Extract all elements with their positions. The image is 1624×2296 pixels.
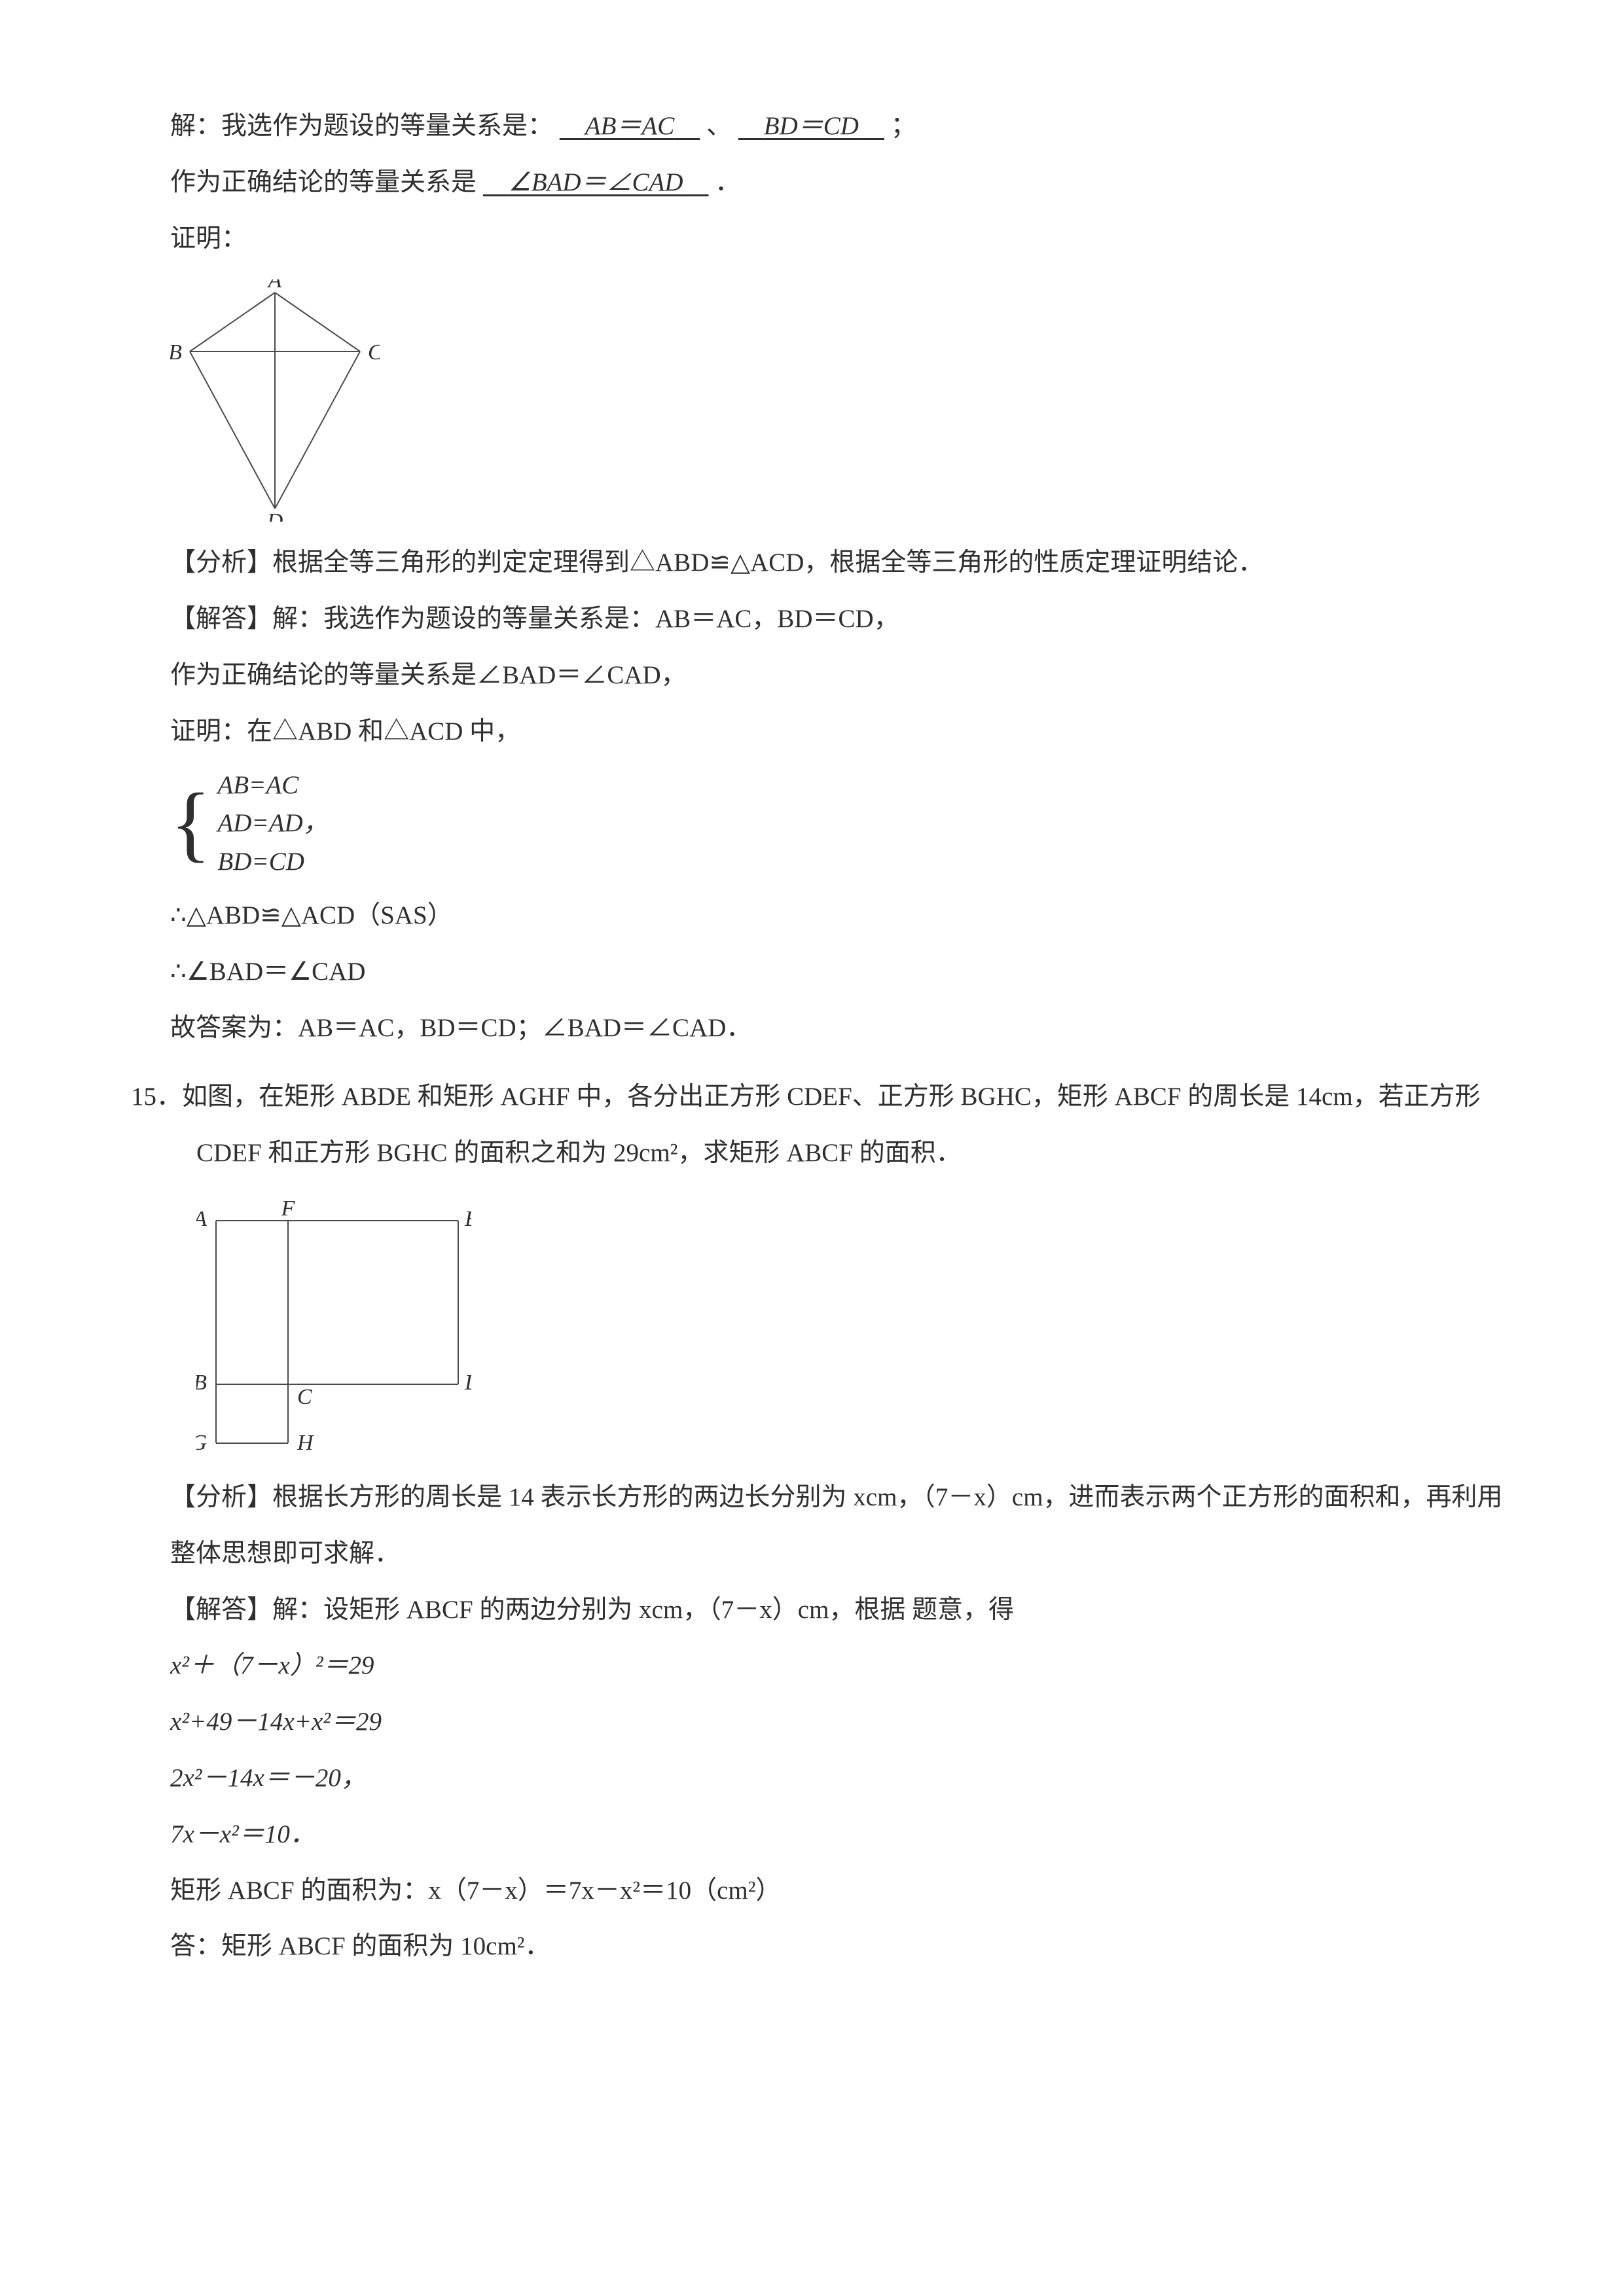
p14-solve2: 作为正确结论的等量关系是∠BAD＝∠CAD， xyxy=(131,647,1506,704)
p14-line2: 作为正确结论的等量关系是 ∠BAD＝∠CAD ． xyxy=(131,154,1506,211)
p14-solve3: 证明：在△ABD 和△ACD 中， xyxy=(131,704,1506,760)
p14-blank3: ∠BAD＝∠CAD xyxy=(483,168,709,196)
brace-r3: BD=CD xyxy=(217,843,328,882)
p14-line3: 证明： xyxy=(131,211,1506,267)
p15-stem1: 如图，在矩形 ABDE 和矩形 AGHF 中，各分出正方形 CDEF、正方形 B… xyxy=(182,1083,1481,1111)
p14-line1: 解：我选作为题设的等量关系是： AB＝AC 、 BD＝CD ； xyxy=(131,98,1506,154)
svg-text:C: C xyxy=(297,1385,312,1409)
p14-analysis: 【分析】根据全等三角形的判定定理得到△ABD≌△ACD，根据全等三角形的性质定理… xyxy=(131,535,1506,591)
p15-ans: 答：矩形 ABCF 的面积为 10cm²． xyxy=(131,1918,1506,1975)
p15-solve1: 【解答】解：设矩形 ABCF 的两边分别为 xcm，（7－x）cm，根据 题意，… xyxy=(131,1582,1506,1638)
svg-text:H: H xyxy=(297,1431,315,1455)
p15-analysis-label: 【分析】 xyxy=(170,1483,272,1511)
svg-text:G: G xyxy=(196,1431,207,1455)
svg-text:C: C xyxy=(368,340,380,365)
p15-stem: 15．如图，在矩形 ABDE 和矩形 AGHF 中，各分出正方形 CDEF、正方… xyxy=(131,1069,1506,1125)
brace-r2: AD=AD， xyxy=(217,804,328,843)
p15-eq4: 7x－x²＝10． xyxy=(131,1806,1506,1863)
rect-figure: A F E B C D G H xyxy=(196,1194,471,1456)
analysis-label: 【分析】 xyxy=(170,548,272,577)
p14-solve1: 【解答】解：我选作为题设的等量关系是：AB＝AC，BD＝CD， xyxy=(131,591,1506,647)
p14-pre2: 作为正确结论的等量关系是 xyxy=(170,168,477,196)
p15-eq1: x²＋（7－x）²＝29 xyxy=(131,1638,1506,1694)
p14-diagram: A B C D xyxy=(170,279,1506,522)
p15-num: 15． xyxy=(131,1083,182,1111)
p15-solve-text1: 解：设矩形 ABCF 的两边分别为 xcm，（7－x）cm，根据 题意，得 xyxy=(272,1596,1014,1624)
svg-text:A: A xyxy=(267,279,282,293)
p15-eq5: 矩形 ABCF 的面积为：x（7－x）＝7x－x²＝10（cm²） xyxy=(131,1863,1506,1919)
p15-analysis: 【分析】根据长方形的周长是 14 表示长方形的两边长分别为 xcm，（7－x）c… xyxy=(131,1469,1506,1582)
solve-label: 【解答】 xyxy=(170,605,272,633)
p14-sep1: 、 xyxy=(706,112,732,140)
p14-blank1: AB＝AC xyxy=(560,112,700,140)
p15-solve-label: 【解答】 xyxy=(170,1596,272,1624)
brace-content: AB=AC AD=AD， BD=CD xyxy=(217,766,328,882)
page: 解：我选作为题设的等量关系是： AB＝AC 、 BD＝CD ； 作为正确结论的等… xyxy=(0,0,1624,2073)
svg-text:E: E xyxy=(464,1207,471,1231)
p15-analysis-text: 根据长方形的周长是 14 表示长方形的两边长分别为 xcm，（7－x）cm，进而… xyxy=(170,1483,1503,1568)
kite-figure: A B C D xyxy=(170,279,380,522)
svg-text:A: A xyxy=(196,1207,207,1231)
svg-text:D: D xyxy=(266,509,283,522)
p14-post2: ． xyxy=(715,168,740,196)
svg-text:F: F xyxy=(281,1196,296,1221)
p14-blank2: BD＝CD xyxy=(738,112,884,140)
brace-symbol: { xyxy=(170,781,211,866)
p14-solve5: ∴∠BAD＝∠CAD xyxy=(131,944,1506,1000)
p14-brace: { AB=AC AD=AD， BD=CD xyxy=(170,766,1506,882)
solve-text1: 解：我选作为题设的等量关系是：AB＝AC，BD＝CD， xyxy=(272,605,899,633)
brace-r1: AB=AC xyxy=(217,766,328,805)
p15-diagram: A F E B C D G H xyxy=(196,1194,1506,1456)
analysis-text: 根据全等三角形的判定定理得到△ABD≌△ACD，根据全等三角形的性质定理证明结论… xyxy=(272,548,1263,577)
p15-eq3: 2x²－14x＝－20， xyxy=(131,1750,1506,1806)
svg-text:B: B xyxy=(170,340,182,365)
svg-text:D: D xyxy=(464,1371,471,1395)
p14-solve4: ∴△ABD≌△ACD（SAS） xyxy=(131,888,1506,944)
p15-eq2: x²+49－14x+x²＝29 xyxy=(131,1694,1506,1750)
svg-text:B: B xyxy=(196,1371,207,1395)
p14-solve6: 故答案为：AB＝AC，BD＝CD；∠BAD＝∠CAD． xyxy=(131,1000,1506,1056)
p15-stem2: CDEF 和正方形 BGHC 的面积之和为 29cm²，求矩形 ABCF 的面积… xyxy=(131,1125,1506,1181)
p14-pre1: 解：我选作为题设的等量关系是： xyxy=(170,112,553,140)
p14-sep2: ； xyxy=(891,112,916,140)
